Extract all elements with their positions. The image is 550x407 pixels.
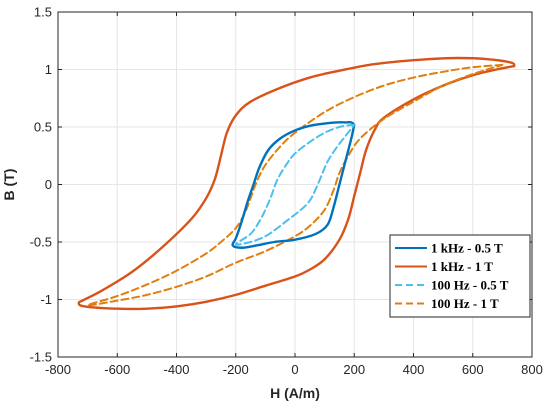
legend-entry-label: 100 Hz - 1 T xyxy=(431,296,499,311)
ticks: -800 -600 -400 -200 0 200 400 600 800 -1.5 -1 -0.5 0… xyxy=(30,5,543,378)
legend-entry-label: 100 Hz - 0.5 T xyxy=(431,278,509,293)
series-line-4 xyxy=(86,63,504,307)
grid xyxy=(57,11,533,358)
y-tick-label: 1.5 xyxy=(34,5,52,20)
series-line-1 xyxy=(231,121,356,249)
series-line-3 xyxy=(234,123,356,246)
y-tick-label: -1.5 xyxy=(30,350,52,365)
series-lines xyxy=(77,56,516,311)
legend-entry-label: 1 kHz - 1 T xyxy=(431,259,493,274)
x-tick-label: 0 xyxy=(291,362,298,377)
y-tick-label: -0.5 xyxy=(30,235,52,250)
x-tick-label: -800 xyxy=(45,362,71,377)
y-axis-title: B (T) xyxy=(1,169,17,201)
x-tick-label: 800 xyxy=(521,362,543,377)
x-tick-label: -600 xyxy=(104,362,130,377)
y-tick-label: -1 xyxy=(40,292,52,307)
legend-entry-label: 1 kHz - 0.5 T xyxy=(431,241,503,256)
legend: 1 kHz - 0.5 T 1 kHz - 1 T 100 Hz - 0.5 T 10… xyxy=(389,234,531,318)
series-line-2 xyxy=(77,56,516,311)
x-tick-label: 600 xyxy=(462,362,484,377)
y-tick-label: 0.5 xyxy=(34,120,52,135)
x-tick-label: -400 xyxy=(163,362,189,377)
x-axis-title: H (A/m) xyxy=(270,385,320,401)
x-tick-label: -200 xyxy=(223,362,249,377)
x-tick-label: 200 xyxy=(343,362,365,377)
y-tick-label: 1 xyxy=(45,62,52,77)
x-tick-label: 400 xyxy=(403,362,425,377)
y-tick-label: 0 xyxy=(45,177,52,192)
